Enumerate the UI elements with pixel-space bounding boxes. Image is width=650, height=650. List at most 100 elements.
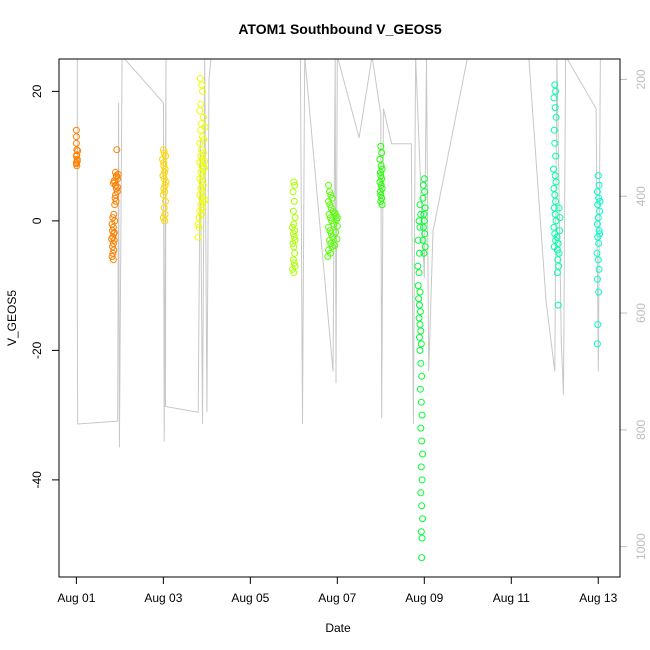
data-point [418, 554, 426, 562]
data-point [552, 178, 560, 186]
data-point [199, 87, 206, 95]
data-point [160, 162, 168, 170]
data-point [201, 157, 209, 165]
data-point [162, 197, 169, 205]
data-point [421, 188, 429, 196]
right-tick-label: 400 [634, 186, 648, 206]
data-point [291, 227, 299, 235]
data-point [416, 333, 423, 341]
data-point [327, 230, 335, 238]
data-point [114, 170, 122, 178]
data-point [595, 181, 603, 189]
data-point [416, 301, 423, 309]
data-point [594, 172, 602, 180]
data-point [555, 262, 563, 270]
data-point [555, 249, 563, 257]
data-point [593, 249, 601, 257]
data-point [110, 246, 118, 254]
data-point [551, 210, 559, 218]
data-point [418, 411, 426, 419]
data-point [378, 201, 386, 209]
data-point [111, 201, 119, 209]
data-point [554, 301, 562, 309]
data-point [378, 149, 386, 157]
data-point [417, 463, 425, 471]
data-point [290, 197, 298, 205]
data-point [415, 295, 423, 303]
data-point [201, 123, 209, 131]
data-point [74, 147, 82, 155]
data-point [196, 74, 204, 82]
data-point [159, 191, 167, 199]
data-point [556, 214, 564, 222]
data-point [196, 107, 204, 115]
series-5 [376, 142, 386, 209]
data-point [416, 249, 423, 257]
data-point [197, 126, 205, 134]
data-point [200, 136, 208, 144]
data-point [160, 149, 168, 157]
data-point [593, 275, 601, 283]
data-point [72, 160, 80, 168]
data-point [377, 197, 385, 205]
data-point [419, 236, 427, 244]
data-point [327, 240, 335, 247]
data-point [327, 191, 335, 199]
data-point [109, 256, 117, 264]
data-point [325, 223, 333, 231]
data-point [595, 227, 603, 235]
data-point [418, 534, 426, 542]
x-tick-label: Aug 09 [405, 591, 443, 605]
data-point [289, 207, 297, 215]
data-point [376, 178, 384, 186]
right-tick-label: 600 [634, 303, 648, 323]
plot-frame [58, 58, 621, 578]
data-point [416, 321, 424, 328]
data-point [556, 227, 564, 235]
data-point [159, 155, 166, 163]
data-point [552, 197, 560, 205]
y-tick-label: 0 [30, 217, 44, 224]
data-point [289, 256, 297, 264]
data-point [197, 100, 205, 108]
data-point [72, 139, 80, 147]
data-point [289, 230, 297, 238]
data-point [376, 168, 384, 176]
data-point [551, 191, 559, 199]
data-point [416, 346, 424, 354]
data-point [332, 212, 340, 220]
data-point [73, 151, 81, 159]
data-point [161, 217, 169, 225]
data-point [554, 256, 562, 264]
data-point [553, 233, 561, 241]
data-point [415, 269, 423, 277]
data-point [593, 340, 601, 348]
x-tick-label: Aug 05 [231, 591, 269, 605]
data-point [109, 179, 117, 187]
data-point [198, 81, 206, 89]
x-tick-label: Aug 01 [57, 591, 95, 605]
data-point [326, 236, 333, 244]
data-point [416, 223, 424, 231]
data-point [552, 87, 560, 95]
pressure-trace-line [76, 59, 601, 448]
data-point [555, 204, 563, 212]
data-point [418, 476, 426, 484]
data-point [194, 233, 202, 241]
data-point [596, 230, 604, 238]
data-point [289, 240, 297, 247]
x-tick-label: Aug 11 [493, 591, 530, 605]
data-point [291, 249, 299, 257]
data-point [331, 242, 339, 249]
data-point [108, 253, 116, 260]
data-point [551, 139, 559, 147]
series-2 [194, 74, 209, 241]
right-tick-label: 800 [634, 420, 648, 440]
series-1 [159, 146, 170, 225]
data-point [289, 265, 296, 273]
data-point [377, 162, 385, 170]
data-point [326, 188, 333, 196]
data-point [417, 528, 425, 536]
data-point [417, 359, 425, 367]
series-8 [593, 172, 604, 348]
